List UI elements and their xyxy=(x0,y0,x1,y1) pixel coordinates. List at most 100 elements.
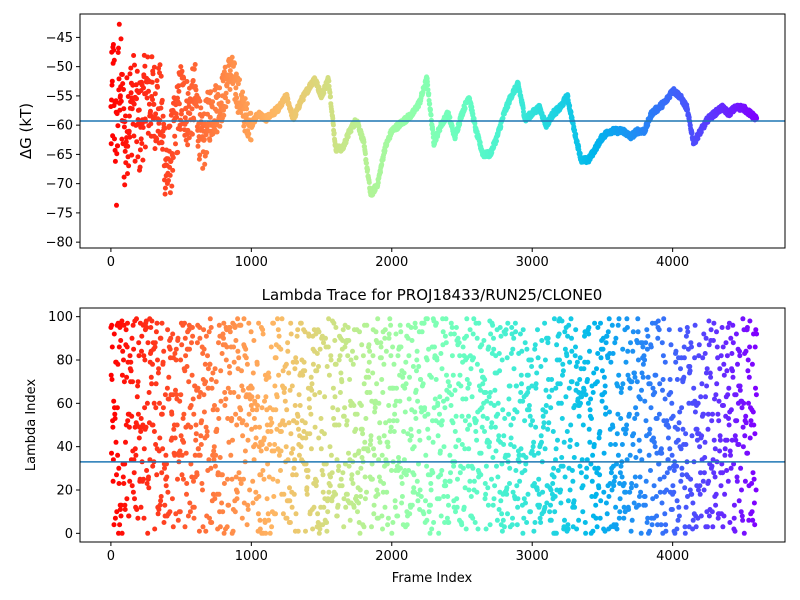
lambda-point xyxy=(529,364,535,369)
lambda-point xyxy=(273,355,279,361)
lambda-point xyxy=(199,481,205,486)
lambda-point xyxy=(122,507,128,512)
lambda-point xyxy=(190,333,196,339)
lambda-point xyxy=(335,502,341,508)
lambda-point xyxy=(537,515,543,521)
lambda-point xyxy=(439,366,445,372)
lambda-point xyxy=(195,385,201,391)
delta-g-point xyxy=(204,150,210,156)
lambda-point xyxy=(663,528,669,534)
lambda-point xyxy=(149,318,155,324)
lambda-point xyxy=(177,448,183,454)
lambda-point xyxy=(642,502,648,508)
lambda-point xyxy=(694,426,700,432)
lambda-point xyxy=(526,403,532,408)
lambda-point xyxy=(553,457,558,463)
lambda-point xyxy=(722,452,728,458)
lambda-point xyxy=(370,370,376,376)
lambda-point xyxy=(221,530,227,536)
lambda-point xyxy=(586,331,592,337)
lambda-point xyxy=(198,442,204,447)
lambda-point xyxy=(314,478,319,484)
delta-g-panel: 0 1000 2000 3000 4000 −45−50−55−60−65−70−75−… xyxy=(17,13,786,270)
delta-g-point xyxy=(123,113,128,119)
lambda-point xyxy=(266,474,272,480)
lambda-point xyxy=(618,463,624,469)
lambda-point xyxy=(678,478,684,484)
lambda-point xyxy=(368,437,374,443)
delta-g-point xyxy=(115,123,121,129)
lambda-point xyxy=(600,346,606,352)
lambda-point xyxy=(674,377,680,382)
lambda-point xyxy=(664,487,669,493)
lambda-point xyxy=(623,489,629,495)
lambda-point xyxy=(669,452,675,458)
lambda-point xyxy=(574,381,580,387)
lambda-point xyxy=(329,470,335,476)
lambda-point xyxy=(190,396,196,402)
lambda-point xyxy=(721,513,727,519)
lambda-point xyxy=(345,353,351,359)
lambda-point xyxy=(111,331,117,337)
delta-g-point xyxy=(160,133,166,139)
lambda-point xyxy=(680,426,686,432)
lambda-point xyxy=(314,368,320,374)
lambda-point xyxy=(285,457,291,463)
lambda-point xyxy=(602,390,608,395)
lambda-point xyxy=(284,515,290,521)
lambda-point xyxy=(706,513,712,519)
lambda-point xyxy=(375,491,381,497)
delta-g-point xyxy=(121,174,127,180)
lambda-point xyxy=(673,359,679,365)
lambda-point xyxy=(728,335,734,341)
lambda-point xyxy=(230,528,236,534)
lambda-point xyxy=(643,418,649,424)
lambda-point xyxy=(367,442,373,447)
lambda-point xyxy=(337,390,343,395)
lambda-point xyxy=(552,509,558,515)
lambda-point xyxy=(636,437,642,443)
delta-g-point xyxy=(754,115,760,121)
lambda-point xyxy=(701,470,707,476)
lambda-point xyxy=(466,413,471,419)
lambda-point xyxy=(338,370,344,376)
lambda-point xyxy=(478,450,484,456)
lambda-point xyxy=(225,476,230,482)
lambda-point xyxy=(390,344,396,350)
lambda-point xyxy=(690,526,696,532)
lambda-point xyxy=(331,320,337,326)
lambda-point xyxy=(595,325,601,330)
delta-g-point xyxy=(285,96,291,102)
lambda-point xyxy=(172,452,178,458)
lambda-point xyxy=(361,524,367,530)
lambda-point xyxy=(640,344,646,350)
lambda-point xyxy=(584,457,590,463)
lambda-point xyxy=(527,413,533,419)
lambda-point xyxy=(222,390,228,395)
lambda-point xyxy=(170,524,176,530)
lambda-point xyxy=(511,366,517,372)
delta-g-point xyxy=(131,133,137,139)
lambda-point xyxy=(537,502,542,508)
lambda-point xyxy=(467,478,473,484)
delta-g-point xyxy=(114,111,120,117)
lambda-point xyxy=(535,450,541,456)
lambda-point xyxy=(387,429,393,434)
lambda-point xyxy=(391,418,396,424)
lambda-point xyxy=(569,348,575,354)
lambda-point xyxy=(629,517,635,523)
lambda-point xyxy=(216,416,222,421)
lambda-point xyxy=(404,522,410,528)
lambda-point xyxy=(114,472,119,478)
delta-g-point xyxy=(155,84,160,90)
lambda-point xyxy=(377,439,383,445)
lambda-point xyxy=(705,426,711,432)
lambda-point xyxy=(157,435,163,441)
lambda-point xyxy=(183,450,189,456)
delta-g-point xyxy=(121,87,126,92)
lambda-point xyxy=(232,325,238,330)
lambda-point xyxy=(178,357,184,363)
lambda-point xyxy=(392,403,398,408)
lambda-point xyxy=(350,481,356,486)
lambda-point xyxy=(617,481,623,486)
